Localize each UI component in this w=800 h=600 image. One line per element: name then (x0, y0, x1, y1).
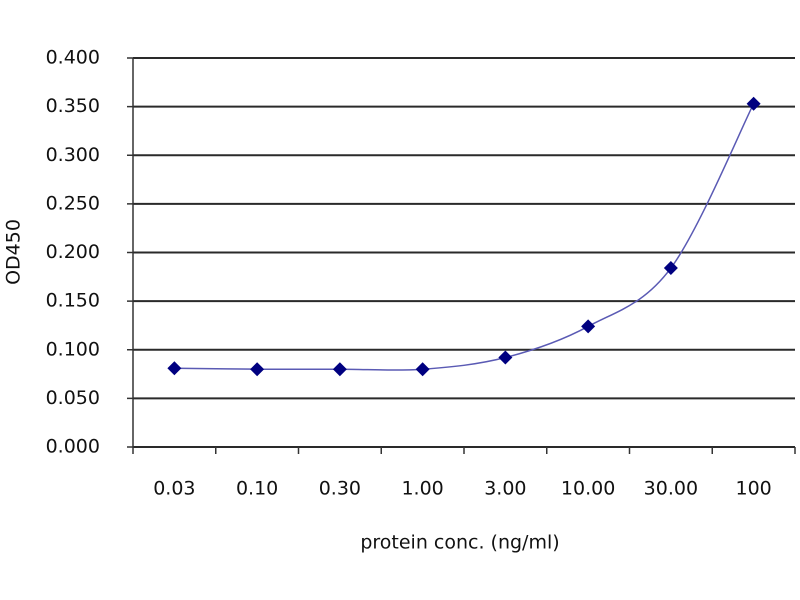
y-axis-title: OD450 (3, 219, 25, 285)
x-tick-label: 100 (735, 478, 771, 500)
x-tick-label: 30.00 (644, 478, 698, 500)
x-tick-label: 3.00 (484, 478, 526, 500)
marker (663, 261, 678, 276)
marker (332, 362, 347, 377)
series-line (174, 103, 755, 371)
y-tick-label: 0.000 (46, 436, 100, 458)
marker (167, 361, 182, 376)
y-tick-label: 0.350 (46, 95, 100, 117)
marker (746, 96, 761, 111)
y-tick-label: 0.300 (46, 144, 100, 166)
x-tick-label: 0.10 (236, 478, 278, 500)
x-tick-label: 1.00 (401, 478, 443, 500)
y-tick-label: 0.100 (46, 338, 100, 360)
x-tick-label: 10.00 (561, 478, 615, 500)
x-tick-label: 0.03 (153, 478, 195, 500)
marker (581, 319, 596, 334)
y-tick-label: 0.150 (46, 290, 100, 312)
y-tick-label: 0.400 (46, 47, 100, 69)
marker (250, 362, 265, 377)
x-axis-title: protein conc. (ng/ml) (360, 532, 559, 554)
y-tick-label: 0.200 (46, 241, 100, 263)
marker (415, 362, 430, 377)
y-tick-label: 0.050 (46, 387, 100, 409)
y-tick-label: 0.250 (46, 192, 100, 214)
x-tick-label: 0.30 (319, 478, 361, 500)
marker (498, 350, 513, 365)
